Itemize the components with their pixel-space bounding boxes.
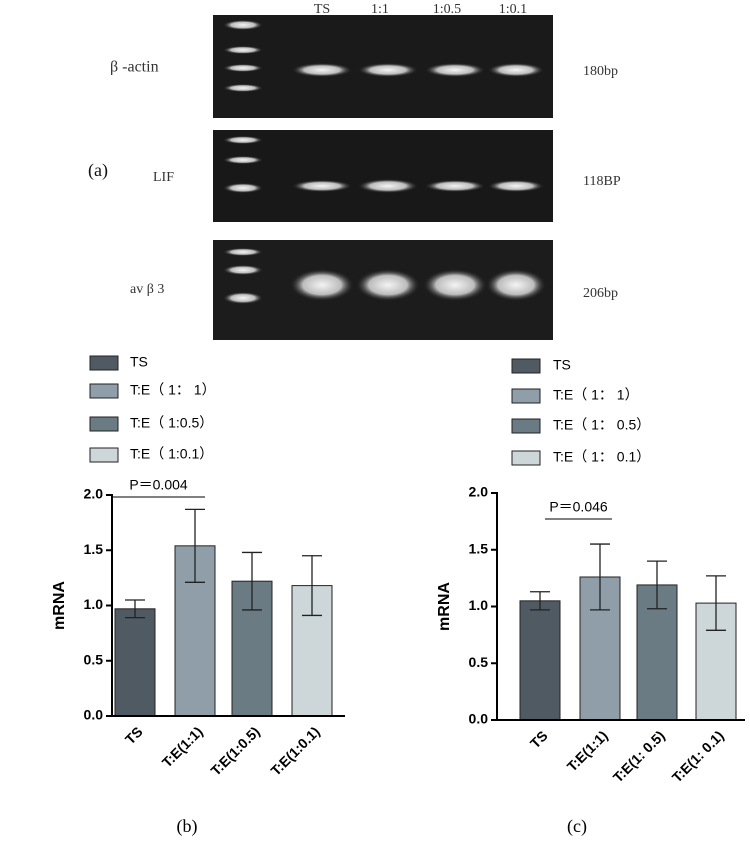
legend-label: T:E（ 1： 1） [130, 382, 216, 398]
x-tick-label: TS [527, 727, 551, 751]
y-tick-label: 1.0 [84, 596, 104, 612]
legend-label: T:E（ 1:0.1） [130, 446, 213, 462]
legend-swatch [511, 358, 541, 374]
bar [519, 600, 561, 721]
error-bar [647, 560, 667, 610]
legend-swatch [511, 450, 541, 466]
legend-label: TS [553, 357, 571, 373]
y-axis-label: mRNA [51, 581, 68, 630]
panel-label: (a) [88, 160, 108, 181]
legend-label: T:E（ 1： 0.5） [553, 417, 650, 433]
error-bar [185, 508, 205, 583]
y-tick-label: 2.0 [469, 484, 489, 500]
y-axis-label: mRNA [436, 582, 453, 631]
chart: TS T:E（ 1： 1） T:E（ 1:0.5） T:E（ 1:0.1） 0.0 0.5… [51, 354, 345, 837]
size-label: 180bp [583, 64, 618, 79]
gene-label: av β 3 [130, 282, 164, 297]
x-tick-label: T:E(1: 0.5) [610, 727, 668, 785]
y-tick-label: 0.5 [469, 654, 489, 670]
error-bar [590, 543, 610, 611]
lane-label: 1:0.1 [499, 2, 527, 17]
ladder [223, 20, 263, 304]
legend-label: T:E（ 1： 1） [553, 387, 639, 403]
x-tick-label: TS [122, 723, 146, 747]
gene-label: LIF [153, 170, 174, 185]
y-tick-label: 0.0 [469, 711, 489, 727]
gel: TS 1:1 1:0.5 1:0.1 β -actin LIF av β 3 (… [88, 2, 621, 340]
error-bar [302, 555, 322, 617]
error-bar [530, 591, 550, 611]
x-tick-label: T:E(1:1) [564, 727, 611, 774]
caption: (c) [567, 816, 587, 837]
bands [290, 63, 546, 301]
bar [114, 608, 156, 717]
x-tick-label: T:E(1:0.1) [267, 723, 322, 778]
y-tick-label: 1.5 [84, 541, 104, 557]
lane-label: 1:1 [371, 2, 389, 17]
legend-label: TS [130, 354, 148, 370]
error-bar [242, 551, 262, 611]
size-label: 118BP [583, 174, 621, 189]
legend-swatch [89, 355, 119, 371]
lane-label: 1:0.5 [433, 2, 461, 17]
error-bar [706, 575, 726, 631]
y-tick-label: 2.0 [84, 486, 104, 502]
gel-panel [213, 130, 553, 222]
gene-label: β -actin [110, 59, 159, 76]
error-bar [125, 599, 145, 619]
x-tick-label: T:E(1:0.5) [207, 723, 262, 778]
legend-swatch [511, 418, 541, 434]
chart: TS T:E（ 1： 1） T:E（ 1： 0.5） T:E（ 1： 0.1） 0.0 0… [436, 357, 745, 837]
annotation: P＝0.046 [549, 499, 608, 515]
legend-label: T:E（ 1:0.5） [130, 415, 213, 431]
legend-swatch [89, 447, 119, 463]
annotation: P＝0.004 [129, 477, 188, 493]
y-tick-label: 1.5 [469, 540, 489, 556]
legend-label: T:E（ 1： 0.1） [553, 449, 650, 465]
size-label: 206bp [583, 286, 618, 301]
y-tick-label: 0.5 [84, 651, 104, 667]
x-tick-label: T:E(1: 0.1) [669, 727, 727, 785]
legend-swatch [511, 388, 541, 404]
y-tick-label: 1.0 [469, 597, 489, 613]
lane-label: TS [314, 2, 330, 17]
x-tick-label: T:E(1:1) [159, 723, 206, 770]
caption: (b) [177, 816, 198, 837]
legend-swatch [89, 416, 119, 432]
y-tick-label: 0.0 [84, 707, 104, 723]
legend-swatch [89, 383, 119, 399]
